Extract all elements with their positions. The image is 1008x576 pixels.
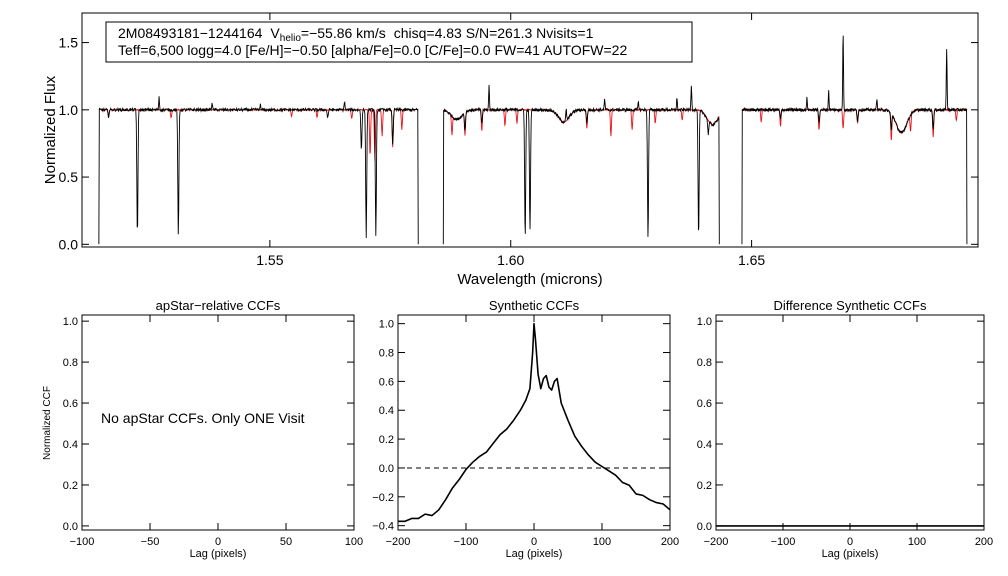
header-v-sub: helio	[280, 33, 302, 44]
synthetic-ccf-ytick-label: 0.4	[379, 405, 394, 417]
apstar-ccf-xtick-label: −100	[70, 536, 95, 548]
synthetic-ccf-xlabel: Lag (pixels)	[506, 548, 563, 560]
apstar-ccf-panel: −100 −50 0 50 100 0.0 0.2 0.4 0.6 0.8 1.0 apStar−r…	[42, 298, 363, 560]
synthetic-ccf-ytick-label: 0.8	[379, 347, 394, 359]
spectrum-ticks: 1.55 1.60 1.65 0.0 0.5 1.0 1.5	[59, 13, 978, 268]
difference-ccf-xtick-label: −100	[771, 536, 796, 548]
apstar-ccf-ylabel: Normalized CCF	[42, 386, 53, 460]
header-line-2: Teff=6,500 logg=4.0 [Fe/H]=−0.50 [alpha/…	[118, 42, 627, 58]
apstar-ccf-ytick-label: 1.0	[63, 316, 78, 328]
synthetic-ccf-ytick-label: −0.4	[372, 521, 394, 533]
spectrum-ylabel: Normalized Flux	[42, 75, 59, 184]
spectrum-ytick-label: 1.0	[59, 102, 79, 118]
synthetic-ccf-panel: −200 −100 0 100 200 −0.4 −0.2 0.0 0.2 0.4 0.6 0.8 1.…	[372, 298, 679, 560]
header-v-value: =−55.86 km/s	[301, 25, 386, 41]
difference-ccf-ytick-label: 1.0	[697, 316, 712, 328]
synthetic-ccf-ticks: −200 −100 0 100 200 −0.4 −0.2 0.0 0.2 0.4 0.6 0.8 1.…	[372, 315, 679, 548]
header-stats: chisq=4.83 S/N=261.3 Nvisits=1	[394, 25, 594, 41]
difference-ccf-xtick-label: −200	[704, 536, 729, 548]
spectrum-axes-frame	[81, 12, 979, 248]
apstar-ccf-xtick-label: 100	[345, 536, 363, 548]
header-v-label: V	[270, 25, 280, 41]
synthetic-ccf-xtick-label: −100	[454, 536, 479, 548]
spectrum-xlabel: Wavelength (microns)	[457, 271, 602, 288]
spectrum-xtick-label: 1.65	[738, 252, 765, 268]
synthetic-ccf-axes-frame	[397, 314, 671, 531]
difference-ccf-xtick-label: 0	[847, 536, 853, 548]
spectrum-xtick-label: 1.60	[497, 252, 524, 268]
apstar-ccf-ytick-label: 0.8	[63, 357, 78, 369]
header-box	[105, 21, 693, 63]
apstar-ccf-ticks: −100 −50 0 50 100 0.0 0.2 0.4 0.6 0.8 1.0	[63, 315, 363, 548]
apstar-ccf-ytick-label: 0.2	[63, 480, 78, 492]
synthetic-ccf-xtick-label: 100	[593, 536, 611, 548]
synthetic-ccf-xtick-label: 200	[661, 536, 679, 548]
spectrum-xtick-label: 1.55	[256, 252, 283, 268]
header-star-id: 2M08493181−1244164	[118, 25, 263, 41]
apstar-ccf-ytick-label: 0.4	[63, 439, 78, 451]
synthetic-ccf-ytick-label: 0.0	[379, 463, 394, 475]
difference-ccf-ytick-label: 0.6	[697, 398, 712, 410]
spectrum-panel: 1.55 1.60 1.65 0.0 0.5 1.0 1.5 Normalized Flux…	[42, 12, 979, 288]
synthetic-ccf-ytick-label: 1.0	[379, 319, 394, 331]
spectrum-ytick-label: 0.5	[59, 169, 79, 185]
header-line-1: 2M08493181−1244164 Vhelio=−55.86 km/s chis…	[118, 25, 594, 44]
apstar-ccf-annotation: No apStar CCFs. Only ONE Visit	[101, 410, 305, 426]
apstar-ccf-xtick-label: 50	[280, 536, 292, 548]
difference-ccf-panel: −200 −100 0 100 200 0.0 0.2 0.4 0.6 0.8 1.0 Differ…	[697, 298, 993, 560]
model-spectrum-chip-2	[443, 108, 720, 137]
difference-ccf-ytick-label: 0.0	[697, 521, 712, 533]
difference-ccf-title: Difference Synthetic CCFs	[774, 298, 927, 313]
synthetic-ccf-xtick-label: −200	[386, 536, 411, 548]
difference-ccf-xlabel: Lag (pixels)	[822, 548, 879, 560]
synthetic-ccf-ytick-label: 0.6	[379, 376, 394, 388]
difference-ccf-ytick-label: 0.8	[697, 357, 712, 369]
difference-ccf-ticks: −200 −100 0 100 200 0.0 0.2 0.4 0.6 0.8 1.0	[697, 315, 993, 548]
apstar-ccf-ytick-label: 0.0	[63, 521, 78, 533]
difference-ccf-ytick-label: 0.4	[697, 439, 712, 451]
synthetic-ccf-curve	[398, 322, 671, 523]
spectrum-ytick-label: 0.0	[59, 236, 79, 252]
apstar-ccf-ytick-label: 0.6	[63, 398, 78, 410]
synthetic-ccf-ytick-label: −0.2	[372, 492, 394, 504]
observed-spectrum-chip-1	[98, 96, 419, 245]
apstar-ccf-xtick-label: −50	[141, 536, 160, 548]
observed-spectrum-chip-3	[741, 35, 968, 245]
model-spectrum-chip-1	[98, 108, 419, 161]
apstar-ccf-xlabel: Lag (pixels)	[190, 548, 247, 560]
spectrum-lines	[98, 35, 968, 245]
synthetic-ccf-title: Synthetic CCFs	[489, 298, 580, 313]
difference-ccf-xtick-label: 100	[908, 536, 926, 548]
difference-ccf-ytick-label: 0.2	[697, 480, 712, 492]
difference-ccf-axes-frame	[715, 314, 985, 531]
difference-ccf-xtick-label: 200	[975, 536, 993, 548]
spectrum-ytick-label: 1.5	[59, 35, 79, 51]
synthetic-ccf-xtick-label: 0	[531, 536, 537, 548]
synthetic-ccf-lines	[398, 322, 671, 523]
observed-spectrum-chip-2	[442, 84, 720, 245]
apstar-ccf-title: apStar−relative CCFs	[156, 298, 281, 313]
apstar-ccf-xtick-label: 0	[215, 536, 221, 548]
synthetic-ccf-ytick-label: 0.2	[379, 434, 394, 446]
